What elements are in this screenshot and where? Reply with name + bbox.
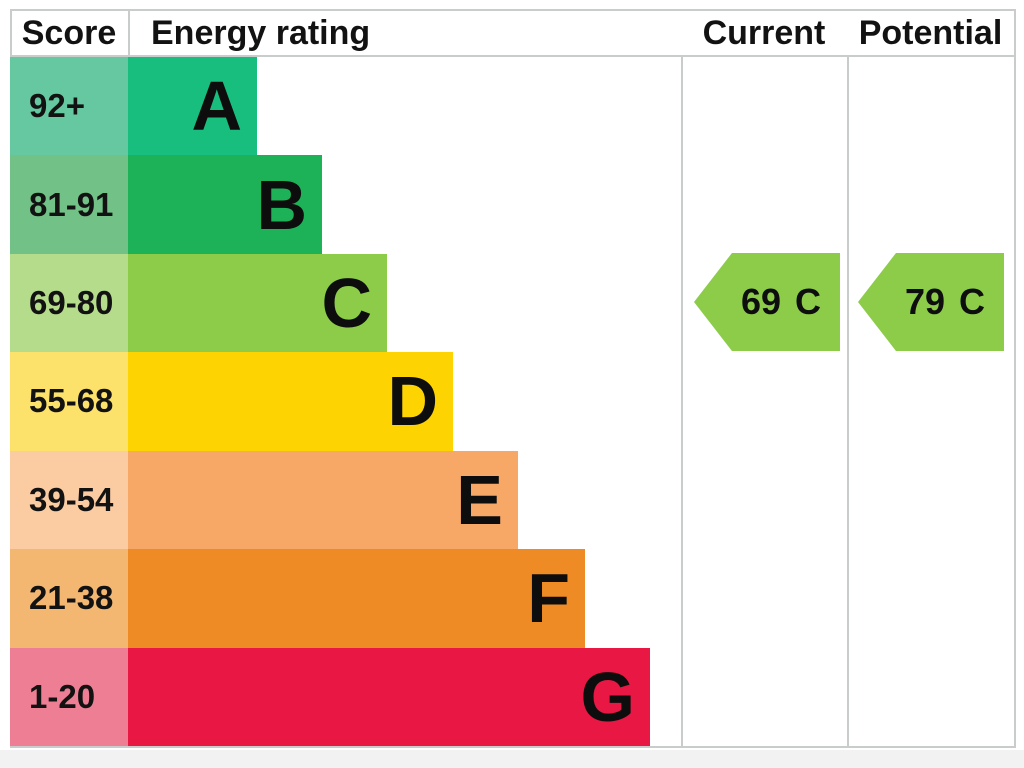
current-column-divider (681, 57, 683, 746)
rating-letter: B (256, 165, 307, 244)
rating-letter: G (580, 657, 635, 736)
potential-score-value: 79 (904, 281, 946, 322)
rating-bar: G (128, 647, 650, 746)
band-row-c: 69-80 C (10, 253, 1014, 353)
band-row-e: 39-54 E (10, 450, 1014, 550)
score-cell: 92+ (10, 57, 128, 156)
energy-rating-column-header: Energy rating (151, 13, 371, 52)
rating-bar: C (128, 253, 387, 353)
potential-rating-text: 79 C (905, 281, 985, 323)
band-row-d: 55-68 D (10, 352, 1014, 451)
rating-letter: C (321, 264, 372, 343)
potential-column-header: Potential (858, 13, 1003, 52)
current-rating-text: 69 C (741, 281, 821, 323)
potential-column-divider (847, 57, 849, 746)
band-row-b: 81-91 B (10, 155, 1014, 254)
header-score-divider (128, 9, 130, 57)
current-column-header: Current (702, 13, 826, 52)
rating-bar: E (128, 450, 518, 550)
current-score-value: 69 (740, 281, 782, 322)
band-row-g: 1-20 G (10, 647, 1014, 746)
bottom-margin-strip (0, 750, 1024, 768)
rating-bar: B (128, 155, 322, 254)
rating-bar: F (128, 549, 585, 648)
score-cell: 81-91 (10, 155, 128, 254)
score-cell: 21-38 (10, 549, 128, 648)
rating-letter: E (456, 460, 503, 539)
header-left-border (10, 9, 12, 57)
band-row-a: 92+ A (10, 57, 1014, 156)
band-row-f: 21-38 F (10, 549, 1014, 648)
rating-bar: A (128, 57, 257, 156)
potential-rating-letter: C (959, 281, 986, 322)
current-rating-letter: C (795, 281, 822, 322)
chart-body: 92+ A 81-91 B 69-80 C 55-68 D 39-54 E 21… (10, 57, 1014, 746)
rating-letter: F (527, 559, 570, 638)
rating-bar: D (128, 352, 453, 451)
score-cell: 69-80 (10, 253, 128, 353)
rating-letter: D (387, 362, 438, 441)
score-column-header: Score (21, 13, 117, 52)
score-cell: 55-68 (10, 352, 128, 451)
chart-header-row: Score Energy rating Current Potential (10, 9, 1014, 57)
epc-rating-chart: Score Energy rating Current Potential 92… (10, 9, 1016, 748)
score-cell: 1-20 (10, 647, 128, 746)
rating-letter: A (191, 67, 242, 146)
score-cell: 39-54 (10, 450, 128, 550)
